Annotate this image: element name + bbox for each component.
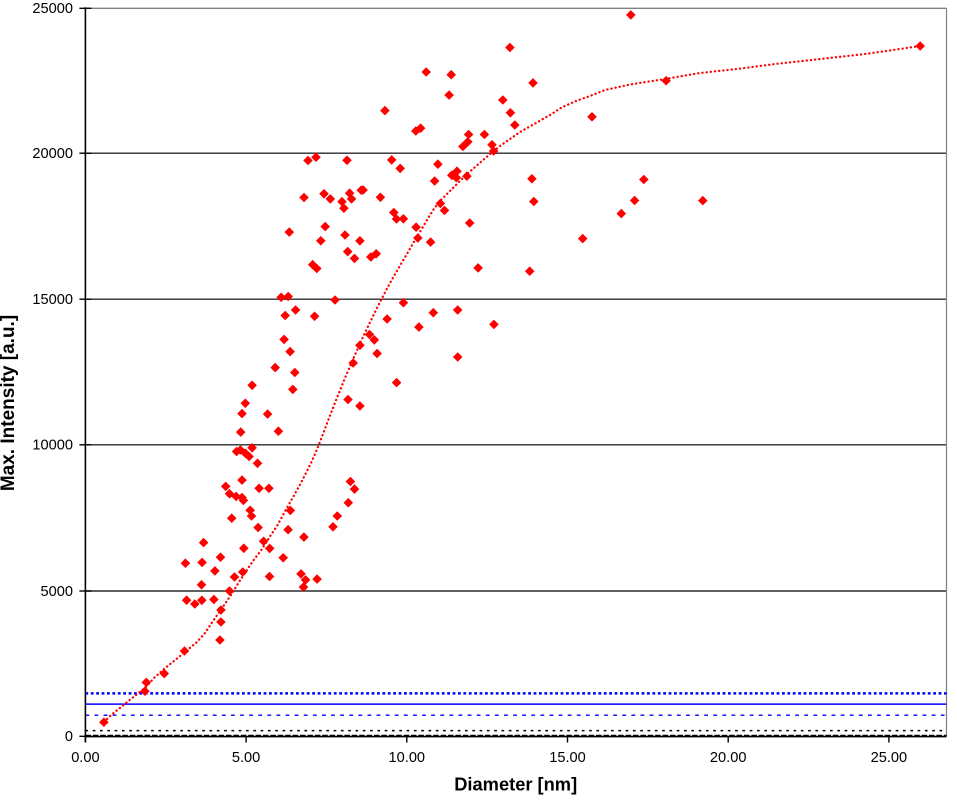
- svg-text:25.00: 25.00: [871, 750, 908, 766]
- svg-text:5000: 5000: [41, 584, 73, 600]
- svg-text:25000: 25000: [32, 1, 73, 17]
- svg-text:0: 0: [65, 729, 73, 745]
- svg-text:0.00: 0.00: [71, 750, 99, 766]
- svg-text:Max. Intensity [a.u.]: Max. Intensity [a.u.]: [0, 315, 19, 491]
- svg-text:15.00: 15.00: [549, 750, 586, 766]
- svg-text:5.00: 5.00: [232, 750, 260, 766]
- svg-text:20.00: 20.00: [710, 750, 747, 766]
- svg-text:Diameter [nm]: Diameter [nm]: [454, 774, 577, 795]
- svg-text:15000: 15000: [32, 292, 73, 308]
- svg-text:10.00: 10.00: [389, 750, 426, 766]
- svg-text:20000: 20000: [32, 146, 73, 162]
- svg-text:10000: 10000: [32, 438, 73, 454]
